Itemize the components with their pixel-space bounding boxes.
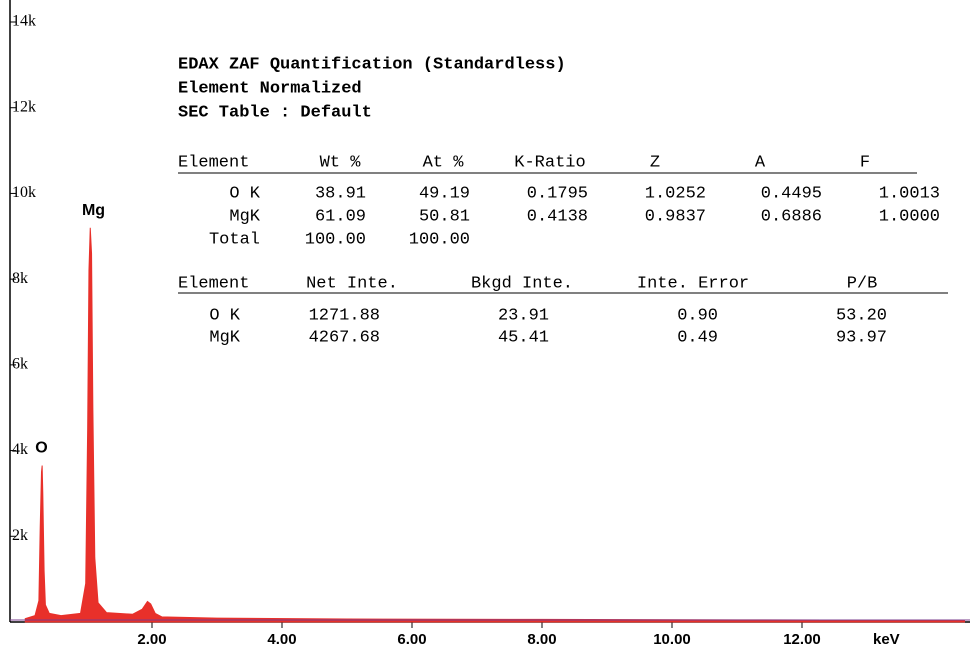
table-cell: 0.6886	[761, 207, 822, 226]
x-tick-label: 2.00	[137, 631, 166, 648]
table-cell: 93.97	[836, 328, 887, 347]
y-tick-label: 10k	[12, 184, 36, 201]
table-cell: MgK	[209, 328, 240, 347]
table-cell: 1.0013	[879, 184, 940, 203]
report-title: SEC Table : Default	[178, 103, 372, 122]
table-header: F	[860, 153, 870, 172]
table-header: K-Ratio	[514, 153, 585, 172]
x-tick-label: 6.00	[397, 631, 426, 648]
y-tick-label: 6k	[12, 356, 28, 373]
spectrum	[24, 227, 965, 623]
table-header: At %	[423, 153, 465, 172]
x-tick-label: 4.00	[267, 631, 296, 648]
report-title: Element Normalized	[178, 79, 362, 98]
table-cell: 0.90	[677, 306, 718, 325]
table-header: Z	[650, 153, 660, 172]
table-header: A	[755, 153, 766, 172]
y-tick-label: 12k	[12, 98, 36, 115]
table-cell: O K	[229, 184, 260, 203]
table-cell: 100.00	[305, 230, 366, 249]
table-cell: 38.91	[315, 184, 366, 203]
table-cell: 0.1795	[527, 184, 588, 203]
table-header: Bkgd Inte.	[471, 274, 573, 293]
table-header: Inte. Error	[637, 274, 749, 293]
y-tick-label: 4k	[12, 441, 28, 458]
table-header: Element	[178, 153, 249, 172]
table-cell: O K	[209, 306, 240, 325]
y-tick-label: 8k	[12, 270, 28, 287]
table-cell: 4267.68	[309, 328, 380, 347]
table-cell: 100.00	[409, 230, 470, 249]
table-cell: 61.09	[315, 207, 366, 226]
y-tick-label: 2k	[12, 527, 28, 544]
table-cell: 0.49	[677, 328, 718, 347]
table-header: Wt %	[320, 153, 362, 172]
table-cell: 1271.88	[309, 306, 380, 325]
table-cell: Total	[209, 230, 260, 249]
table-cell: 50.81	[419, 207, 470, 226]
x-tick-label: 12.00	[783, 631, 821, 648]
table-cell: 23.91	[498, 306, 549, 325]
table-cell: 1.0252	[645, 184, 706, 203]
x-tick-label: 10.00	[653, 631, 691, 648]
table-cell: 45.41	[498, 328, 549, 347]
table-header: P/B	[847, 274, 878, 293]
table-cell: 0.4138	[527, 207, 588, 226]
x-tick-label: 8.00	[527, 631, 556, 648]
table-cell: MgK	[229, 207, 260, 226]
peak-label: O	[35, 440, 47, 457]
table-cell: 1.0000	[879, 207, 940, 226]
table-cell: 0.9837	[645, 207, 706, 226]
table-cell: 49.19	[419, 184, 470, 203]
x-axis-label: keV	[873, 631, 900, 648]
table-header: Element	[178, 274, 249, 293]
peak-label: Mg	[82, 202, 105, 219]
table-cell: 0.4495	[761, 184, 822, 203]
y-tick-label: 14k	[12, 13, 36, 30]
report-title: EDAX ZAF Quantification (Standardless)	[178, 55, 566, 74]
table-cell: 53.20	[836, 306, 887, 325]
table-header: Net Inte.	[306, 274, 398, 293]
